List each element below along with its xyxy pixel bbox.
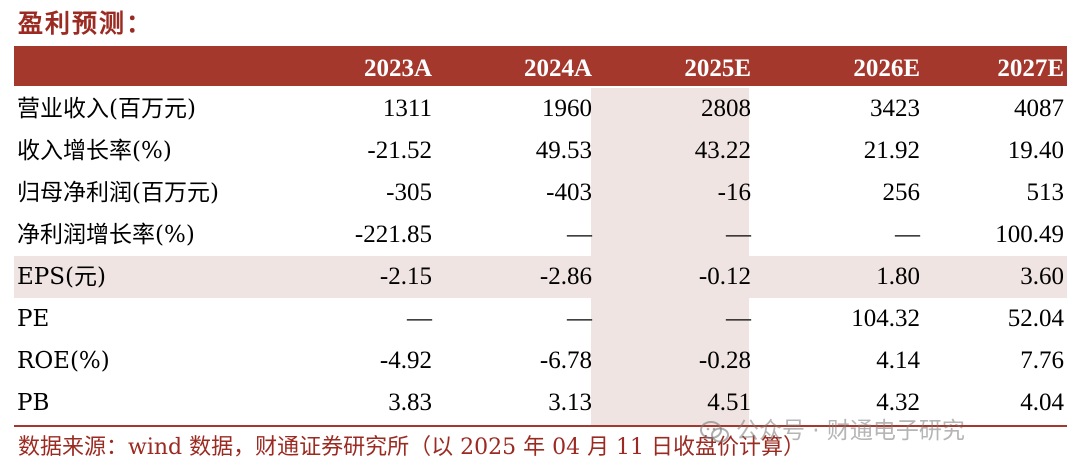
header-2026e: 2026E xyxy=(853,55,920,82)
table-cell: 1960 xyxy=(542,95,592,122)
table-cell: -21.52 xyxy=(367,137,432,164)
row-label: EPS(元) xyxy=(17,264,106,290)
table-cell: 3.13 xyxy=(548,389,592,416)
table-cell: — xyxy=(407,305,432,332)
row-label: PB xyxy=(17,390,50,416)
forecast-table: 2023A 2024A 2025E 2026E 2027E 营业收入(百万元) … xyxy=(14,46,1067,426)
table-header: 2023A 2024A 2025E 2026E 2027E xyxy=(14,46,1067,86)
page-title: 盈利预测： xyxy=(18,9,154,38)
table-cell: 3.83 xyxy=(388,389,432,416)
row-label: PE xyxy=(17,306,50,332)
table-cell: -6.78 xyxy=(539,347,592,374)
table-cell: -4.92 xyxy=(379,347,432,374)
table-cell: — xyxy=(567,221,592,248)
table-bottom-rule xyxy=(14,425,1067,427)
table-cell: -305 xyxy=(386,179,432,206)
table-cell: 7.76 xyxy=(1020,347,1064,374)
table-cell: 3.60 xyxy=(1020,263,1064,290)
watermark-text: 公众号 · 财通电子研究 xyxy=(736,418,965,444)
table-cell: -403 xyxy=(546,179,592,206)
header-2025e: 2025E xyxy=(684,55,751,82)
source-note: 数据来源：wind 数据，财通证券研究所（以 2025 年 04 月 11 日收… xyxy=(18,435,806,460)
table-cell: 513 xyxy=(1026,179,1065,206)
table-cell: 3423 xyxy=(870,95,920,122)
row-label: 收入增长率(%) xyxy=(17,138,172,164)
table-cell: -0.28 xyxy=(698,347,751,374)
table-cell: 49.53 xyxy=(535,137,592,164)
table-cell: — xyxy=(726,221,751,248)
row-label: 归母净利润(百万元) xyxy=(17,180,219,206)
table-cell: 19.40 xyxy=(1007,137,1064,164)
table-row: 营业收入(百万元) 1311 1960 2808 3423 4087 xyxy=(14,88,1067,130)
table-cell: -221.85 xyxy=(354,221,432,248)
table-cell: 43.22 xyxy=(694,137,751,164)
table-row: 收入增长率(%) -21.52 49.53 43.22 21.92 19.40 xyxy=(14,130,1067,172)
table-cell: -2.15 xyxy=(379,263,432,290)
table-cell: -0.12 xyxy=(698,263,751,290)
table-cell: 4.14 xyxy=(876,347,920,374)
table-cell: 1311 xyxy=(382,95,432,122)
table-row: PE — — — 104.32 52.04 xyxy=(14,298,1067,340)
table-cell: -2.86 xyxy=(539,263,592,290)
table-cell: 4087 xyxy=(1014,95,1064,122)
table-cell: 21.92 xyxy=(863,137,920,164)
row-label: 营业收入(百万元) xyxy=(17,96,196,122)
table-row: PB 3.83 3.13 4.51 4.32 4.04 xyxy=(14,382,1067,424)
table-cell: 104.32 xyxy=(851,305,920,332)
table-row: 归母净利润(百万元) -305 -403 -16 256 513 xyxy=(14,172,1067,214)
table-cell: 52.04 xyxy=(1007,305,1064,332)
table-cell: 4.04 xyxy=(1020,389,1064,416)
row-label: 净利润增长率(%) xyxy=(17,222,195,248)
table-cell: — xyxy=(567,305,592,332)
table-row: 净利润增长率(%) -221.85 — — — 100.49 xyxy=(14,214,1067,256)
table-cell: 2808 xyxy=(701,95,751,122)
header-2027e: 2027E xyxy=(997,55,1064,82)
table-row: ROE(%) -4.92 -6.78 -0.28 4.14 7.76 xyxy=(14,340,1067,382)
wechat-icon xyxy=(700,420,730,444)
watermark: 公众号 · 财通电子研究 xyxy=(700,414,965,448)
table-cell: 4.32 xyxy=(876,389,920,416)
table-cell: 256 xyxy=(882,179,921,206)
row-label: ROE(%) xyxy=(17,348,110,374)
table-cell: 1.80 xyxy=(876,263,920,290)
header-2024a: 2024A xyxy=(523,55,592,82)
table-cell: — xyxy=(895,221,920,248)
table-cell: 4.51 xyxy=(707,389,751,416)
table-cell: -16 xyxy=(717,179,751,206)
table-cell: 100.49 xyxy=(995,221,1064,248)
table-cell: — xyxy=(726,305,751,332)
table-row: EPS(元) -2.15 -2.86 -0.12 1.80 3.60 xyxy=(14,256,1067,298)
header-2023a: 2023A xyxy=(363,55,432,82)
